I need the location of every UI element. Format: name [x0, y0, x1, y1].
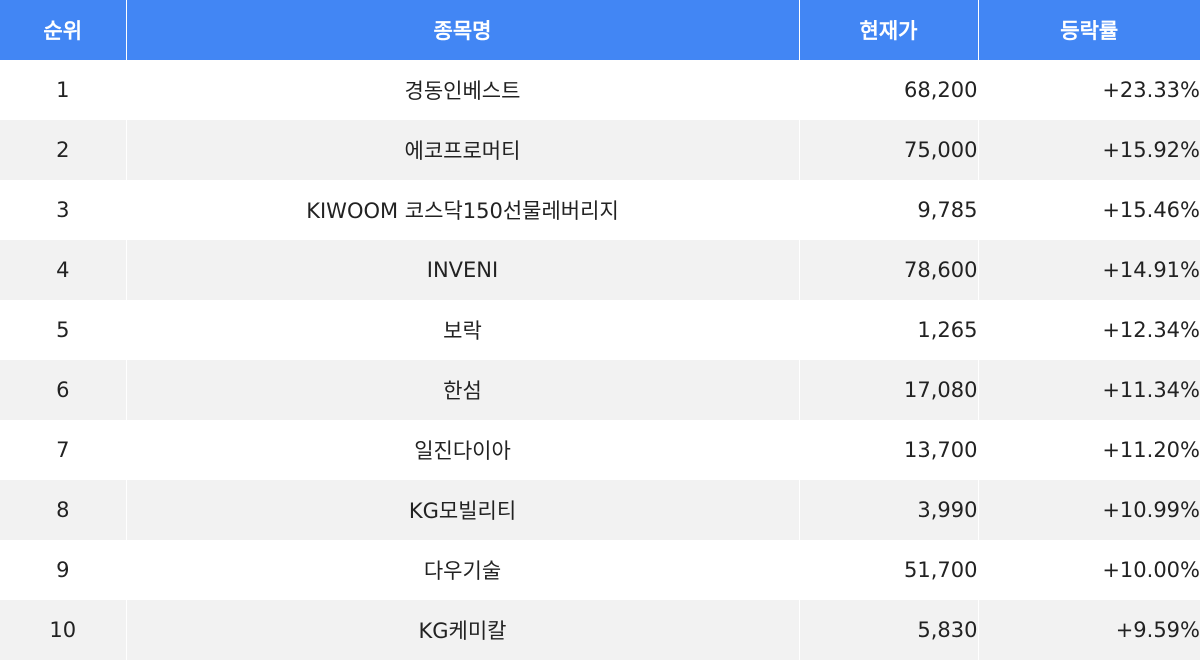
- stock-name-cell: 일진다이아: [126, 420, 800, 480]
- change-rate-cell: +15.46%: [978, 180, 1200, 240]
- rank-cell: 1: [0, 60, 127, 120]
- change-rate-cell: +11.20%: [978, 420, 1200, 480]
- price-cell: 68,200: [799, 60, 979, 120]
- price-cell: 17,080: [799, 360, 979, 420]
- price-cell: 75,000: [799, 120, 979, 180]
- rank-cell: 8: [0, 480, 127, 540]
- price-cell: 9,785: [799, 180, 979, 240]
- rank-cell: 6: [0, 360, 127, 420]
- table-row: 3 KIWOOM 코스닥150선물레버리지 9,785 +15.46%: [0, 180, 1200, 240]
- table-row: 10 KG케미칼 5,830 +9.59%: [0, 600, 1200, 660]
- stock-name-cell: 다우기술: [126, 540, 800, 600]
- rank-cell: 7: [0, 420, 127, 480]
- table-row: 7 일진다이아 13,700 +11.20%: [0, 420, 1200, 480]
- stock-name-cell: KG모빌리티: [126, 480, 800, 540]
- change-rate-cell: +14.91%: [978, 240, 1200, 300]
- change-rate-cell: +11.34%: [978, 360, 1200, 420]
- column-header-change: 등락률: [978, 0, 1200, 60]
- table-row: 2 에코프로머티 75,000 +15.92%: [0, 120, 1200, 180]
- change-rate-cell: +15.92%: [978, 120, 1200, 180]
- table-row: 1 경동인베스트 68,200 +23.33%: [0, 60, 1200, 120]
- stock-name-cell: 경동인베스트: [126, 60, 800, 120]
- stock-name-cell: INVENI: [126, 240, 800, 300]
- stock-name-cell: 보락: [126, 300, 800, 360]
- rank-cell: 5: [0, 300, 127, 360]
- rank-cell: 3: [0, 180, 127, 240]
- change-rate-cell: +23.33%: [978, 60, 1200, 120]
- rank-cell: 4: [0, 240, 127, 300]
- column-header-name: 종목명: [126, 0, 800, 60]
- stock-name-cell: KG케미칼: [126, 600, 800, 660]
- table-row: 5 보락 1,265 +12.34%: [0, 300, 1200, 360]
- rank-cell: 9: [0, 540, 127, 600]
- price-cell: 1,265: [799, 300, 979, 360]
- stock-name-cell: KIWOOM 코스닥150선물레버리지: [126, 180, 800, 240]
- table-row: 9 다우기술 51,700 +10.00%: [0, 540, 1200, 600]
- table-row: 8 KG모빌리티 3,990 +10.99%: [0, 480, 1200, 540]
- stock-name-cell: 에코프로머티: [126, 120, 800, 180]
- table-header: 순위 종목명 현재가 등락률: [0, 0, 1200, 60]
- change-rate-cell: +10.99%: [978, 480, 1200, 540]
- table-body: 1 경동인베스트 68,200 +23.33% 2 에코프로머티 75,000 …: [0, 60, 1200, 660]
- price-cell: 5,830: [799, 600, 979, 660]
- change-rate-cell: +12.34%: [978, 300, 1200, 360]
- stock-name-cell: 한섬: [126, 360, 800, 420]
- change-rate-cell: +10.00%: [978, 540, 1200, 600]
- header-row: 순위 종목명 현재가 등락률: [0, 0, 1200, 60]
- column-header-rank: 순위: [0, 0, 127, 60]
- change-rate-cell: +9.59%: [978, 600, 1200, 660]
- price-cell: 51,700: [799, 540, 979, 600]
- price-cell: 13,700: [799, 420, 979, 480]
- rank-cell: 2: [0, 120, 127, 180]
- column-header-price: 현재가: [799, 0, 979, 60]
- table-row: 6 한섬 17,080 +11.34%: [0, 360, 1200, 420]
- rank-cell: 10: [0, 600, 127, 660]
- price-cell: 3,990: [799, 480, 979, 540]
- price-cell: 78,600: [799, 240, 979, 300]
- table-row: 4 INVENI 78,600 +14.91%: [0, 240, 1200, 300]
